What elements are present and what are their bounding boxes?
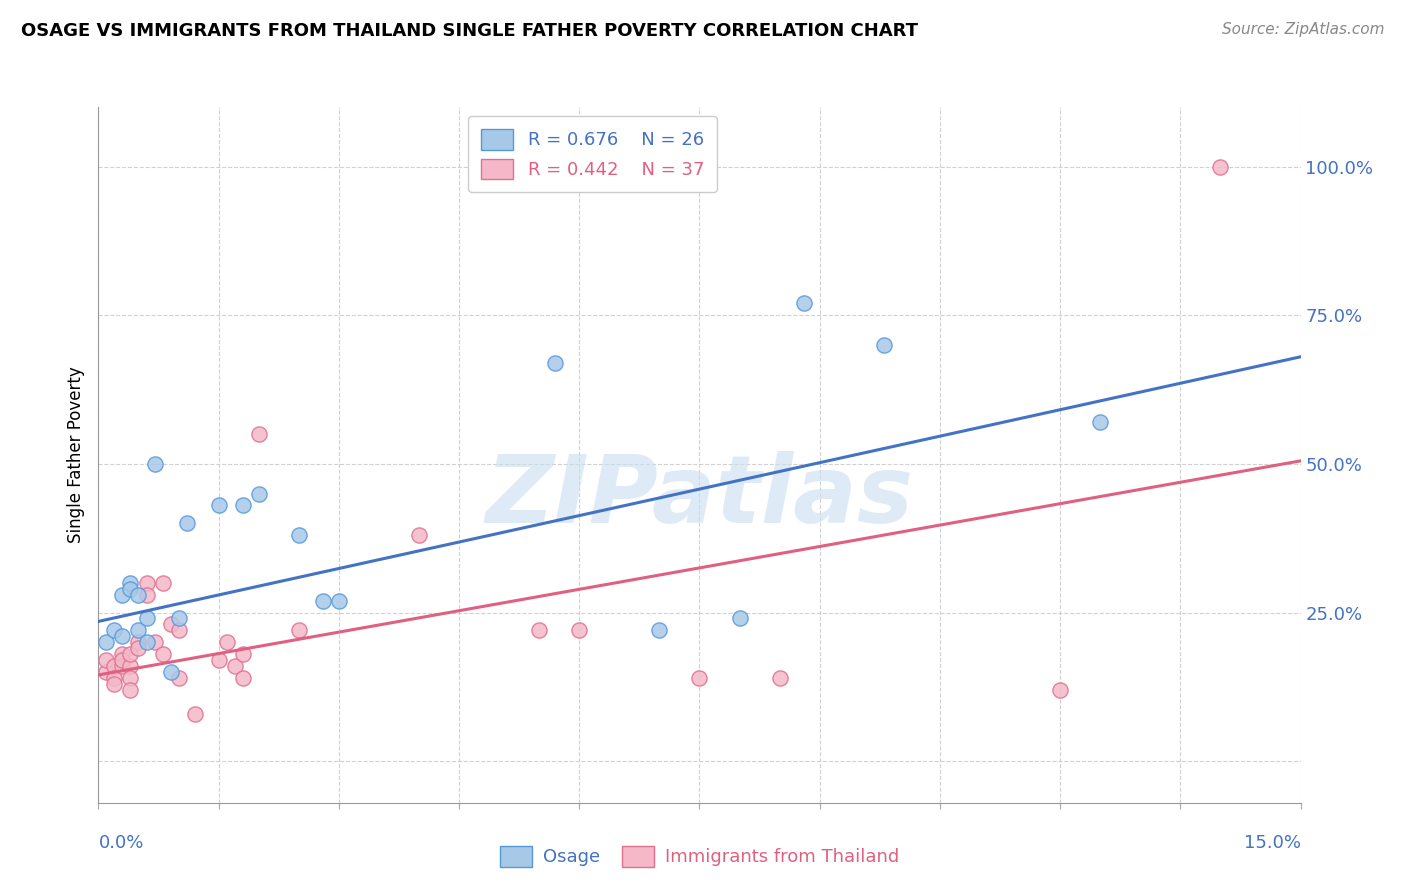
- Text: 15.0%: 15.0%: [1243, 834, 1301, 852]
- Point: [232, 647, 254, 661]
- Point: [159, 665, 181, 679]
- Point: [128, 641, 150, 656]
- Point: [328, 593, 350, 607]
- Point: [111, 588, 134, 602]
- Point: [135, 575, 157, 590]
- Point: [120, 647, 142, 661]
- Point: [312, 593, 335, 607]
- Point: [120, 575, 142, 590]
- Point: [120, 659, 142, 673]
- Point: [232, 499, 254, 513]
- Point: [529, 624, 551, 638]
- Point: [96, 635, 118, 649]
- Point: [103, 671, 125, 685]
- Point: [135, 635, 157, 649]
- Point: [247, 486, 270, 500]
- Point: [111, 647, 134, 661]
- Point: [288, 624, 311, 638]
- Point: [152, 575, 174, 590]
- Point: [120, 582, 142, 596]
- Point: [648, 624, 671, 638]
- Point: [120, 671, 142, 685]
- Point: [176, 516, 198, 531]
- Point: [128, 624, 150, 638]
- Text: 0.0%: 0.0%: [98, 834, 143, 852]
- Point: [208, 653, 231, 667]
- Point: [728, 611, 751, 625]
- Point: [1088, 415, 1111, 429]
- Point: [568, 624, 591, 638]
- Point: [143, 635, 166, 649]
- Point: [143, 457, 166, 471]
- Point: [120, 682, 142, 697]
- Point: [111, 659, 134, 673]
- Point: [167, 611, 190, 625]
- Point: [152, 647, 174, 661]
- Point: [689, 671, 711, 685]
- Point: [159, 617, 181, 632]
- Point: [232, 671, 254, 685]
- Point: [103, 677, 125, 691]
- Point: [103, 659, 125, 673]
- Point: [793, 296, 815, 310]
- Point: [135, 588, 157, 602]
- Point: [544, 356, 567, 370]
- Point: [103, 624, 125, 638]
- Point: [96, 653, 118, 667]
- Point: [208, 499, 231, 513]
- Point: [111, 653, 134, 667]
- Legend: Osage, Immigrants from Thailand: Osage, Immigrants from Thailand: [492, 838, 907, 874]
- Point: [1049, 682, 1071, 697]
- Point: [215, 635, 238, 649]
- Point: [128, 635, 150, 649]
- Point: [873, 338, 896, 352]
- Point: [96, 665, 118, 679]
- Text: Source: ZipAtlas.com: Source: ZipAtlas.com: [1222, 22, 1385, 37]
- Point: [408, 528, 430, 542]
- Point: [167, 624, 190, 638]
- Point: [288, 528, 311, 542]
- Point: [247, 427, 270, 442]
- Point: [135, 611, 157, 625]
- Point: [224, 659, 246, 673]
- Point: [167, 671, 190, 685]
- Point: [128, 588, 150, 602]
- Point: [111, 629, 134, 643]
- Point: [183, 706, 205, 721]
- Point: [1209, 160, 1232, 174]
- Y-axis label: Single Father Poverty: Single Father Poverty: [67, 367, 86, 543]
- Text: ZIPatlas: ZIPatlas: [485, 450, 914, 542]
- Point: [769, 671, 792, 685]
- Text: OSAGE VS IMMIGRANTS FROM THAILAND SINGLE FATHER POVERTY CORRELATION CHART: OSAGE VS IMMIGRANTS FROM THAILAND SINGLE…: [21, 22, 918, 40]
